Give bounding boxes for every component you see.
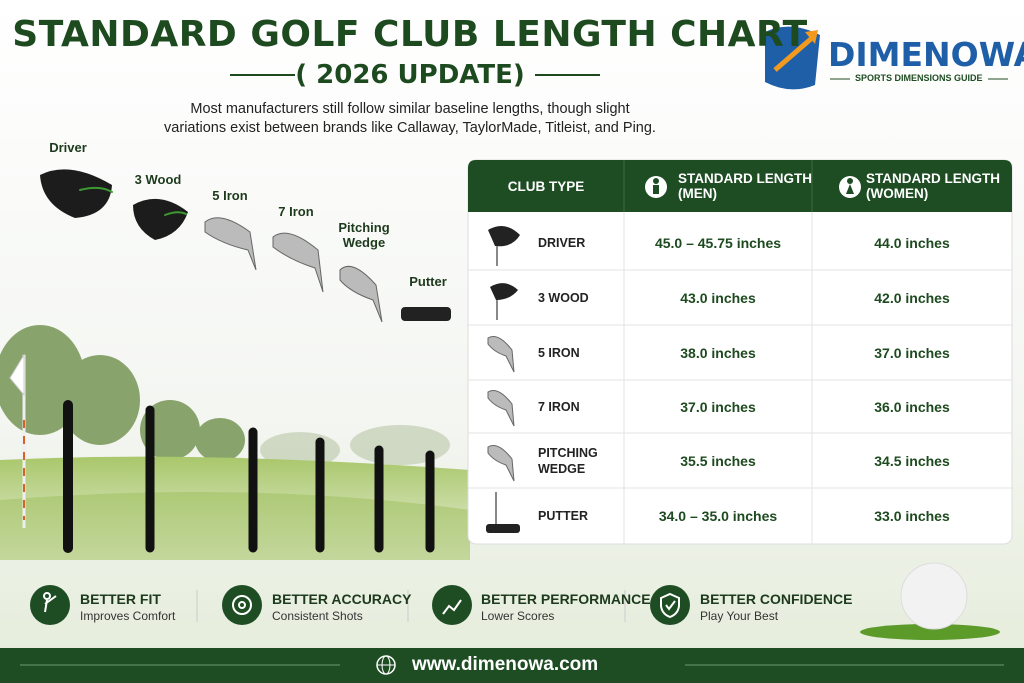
table-cell: 36.0 inches [874,398,950,415]
table-cell: 33.0 inches [874,507,950,524]
table-cell: 7 IRON [538,399,580,414]
benefit-text: Improves Comfort [80,609,176,623]
intro-line: variations exist between brands like Cal… [164,120,656,136]
table-cell: 34.5 inches [874,452,950,469]
benefit-text: Play Your Best [700,609,779,623]
subtitle: ( 2026 UPDATE) [295,60,525,90]
club-label: 3 Wood [134,172,182,187]
logo-tagline: SPORTS DIMENSIONS GUIDE [855,73,983,83]
table-cell: PITCHING WEDGE [538,445,598,476]
header-subtitle: (MEN) [678,186,717,201]
benefit-text: Lower Scores [481,609,555,623]
logo-name: DIMENOWA [828,35,1024,74]
club-label: Pitching Wedge [338,220,390,250]
club-label: Driver [49,140,87,155]
club-label: 7 Iron [278,204,314,219]
table-cell: PUTTER [538,508,588,523]
benefit-title: BETTER ACCURACY [272,591,412,607]
title: STANDARD GOLF CLUB LENGTH CHART [12,14,808,55]
benefit-title: BETTER PERFORMANCE [481,591,651,607]
table-cell: 35.5 inches [680,452,756,469]
table-cell: 34.0 – 35.0 inches [658,507,778,524]
header-title: STANDARD LENGTH [678,171,812,186]
benefit-text: Consistent Shots [272,609,363,623]
club-label: 5 Iron [212,188,248,203]
table-cell: 3 WOOD [538,290,589,305]
table-cell: 37.0 inches [874,344,950,361]
header-title: CLUB TYPE [507,178,585,194]
club-label: Putter [409,274,447,289]
header-title: STANDARD LENGTH [866,171,1000,186]
table-cell: 38.0 inches [680,344,756,361]
intro-line: Most manufacturers still follow similar … [190,101,630,117]
benefit-title: BETTER FIT [80,591,161,607]
table-cell: 37.0 inches [680,398,756,415]
header-subtitle: (WOMEN) [866,186,929,201]
header-cell: CLUB TYPE [468,160,624,212]
table-cell: DRIVER [538,235,586,250]
table-cell: 44.0 inches [874,234,950,251]
table-cell: 42.0 inches [874,289,950,306]
benefit-title: BETTER CONFIDENCE [700,591,853,607]
header-cell: STANDARD LENGTH (MEN) [678,160,812,212]
table-cell: 45.0 – 45.75 inches [654,234,782,251]
table-cell: 43.0 inches [680,289,756,306]
header-cell: STANDARD LENGTH (WOMEN) [866,160,1012,212]
table-cell: 5 IRON [538,345,580,360]
footer-url: www.dimenowa.com [412,654,599,675]
